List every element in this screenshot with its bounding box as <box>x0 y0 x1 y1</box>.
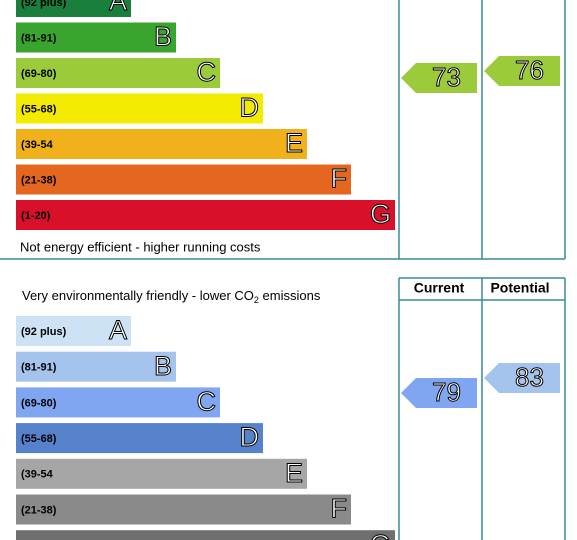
caption-subscript: 2 <box>254 295 259 305</box>
rating-arrow <box>484 56 560 86</box>
band-range: (39-54 <box>21 469 54 481</box>
band-letter: F <box>331 164 348 194</box>
rating-band <box>16 200 395 230</box>
rating-band <box>16 316 131 346</box>
band-range: (92 plus) <box>21 0 67 9</box>
caption-text: Very environmentally friendly - lower CO <box>22 288 254 303</box>
band-range: (21-38) <box>21 174 57 186</box>
band-letter: F <box>331 494 348 524</box>
rating-band <box>16 387 220 418</box>
band-letter: B <box>154 22 172 52</box>
band-letter: G <box>370 529 391 540</box>
band-letter: A <box>109 0 127 16</box>
band-letter: A <box>109 315 127 345</box>
rating-band <box>16 58 220 88</box>
band-letter: C <box>197 57 217 87</box>
band-range: (55-68) <box>21 433 57 445</box>
rating-band <box>16 164 351 195</box>
band-letter: D <box>240 422 260 452</box>
rating-band <box>16 530 395 540</box>
rating-arrow <box>484 363 560 393</box>
rating-band <box>16 494 351 525</box>
footer-text: Not energy efficient - higher running co… <box>20 239 261 254</box>
rating-value: 79 <box>432 377 461 407</box>
band-range: (1-20) <box>21 210 51 222</box>
caption: Very environmentally friendly - lower CO… <box>22 288 321 305</box>
band-letter: B <box>154 351 172 381</box>
rating-band <box>16 93 263 124</box>
rating-band <box>16 351 176 382</box>
band-range: (81-91) <box>21 362 57 374</box>
band-letter: C <box>197 387 217 417</box>
column-header: Potential <box>490 280 549 296</box>
caption-text: emissions <box>259 288 321 303</box>
rating-band <box>16 129 307 159</box>
rating-arrow <box>401 63 477 93</box>
band-letter: G <box>370 199 391 229</box>
band-range: (39-54 <box>21 139 54 151</box>
band-range: (69-80) <box>21 397 57 409</box>
rating-band <box>16 458 307 489</box>
rating-value: 76 <box>515 55 544 85</box>
column-header: Current <box>414 280 465 296</box>
band-range: (92 plus) <box>21 326 67 338</box>
rating-band <box>16 423 263 454</box>
band-letter: E <box>285 128 303 158</box>
band-range: (21-38) <box>21 504 57 516</box>
rating-value: 83 <box>515 362 544 392</box>
rating-band <box>16 0 131 17</box>
band-letter: E <box>285 458 303 488</box>
rating-value: 73 <box>432 62 461 92</box>
band-range: (69-80) <box>21 68 57 80</box>
rating-band <box>16 22 176 53</box>
band-range: (81-91) <box>21 32 57 44</box>
rating-arrow <box>401 378 477 408</box>
band-range: (55-68) <box>21 103 57 115</box>
band-letter: D <box>240 93 260 123</box>
